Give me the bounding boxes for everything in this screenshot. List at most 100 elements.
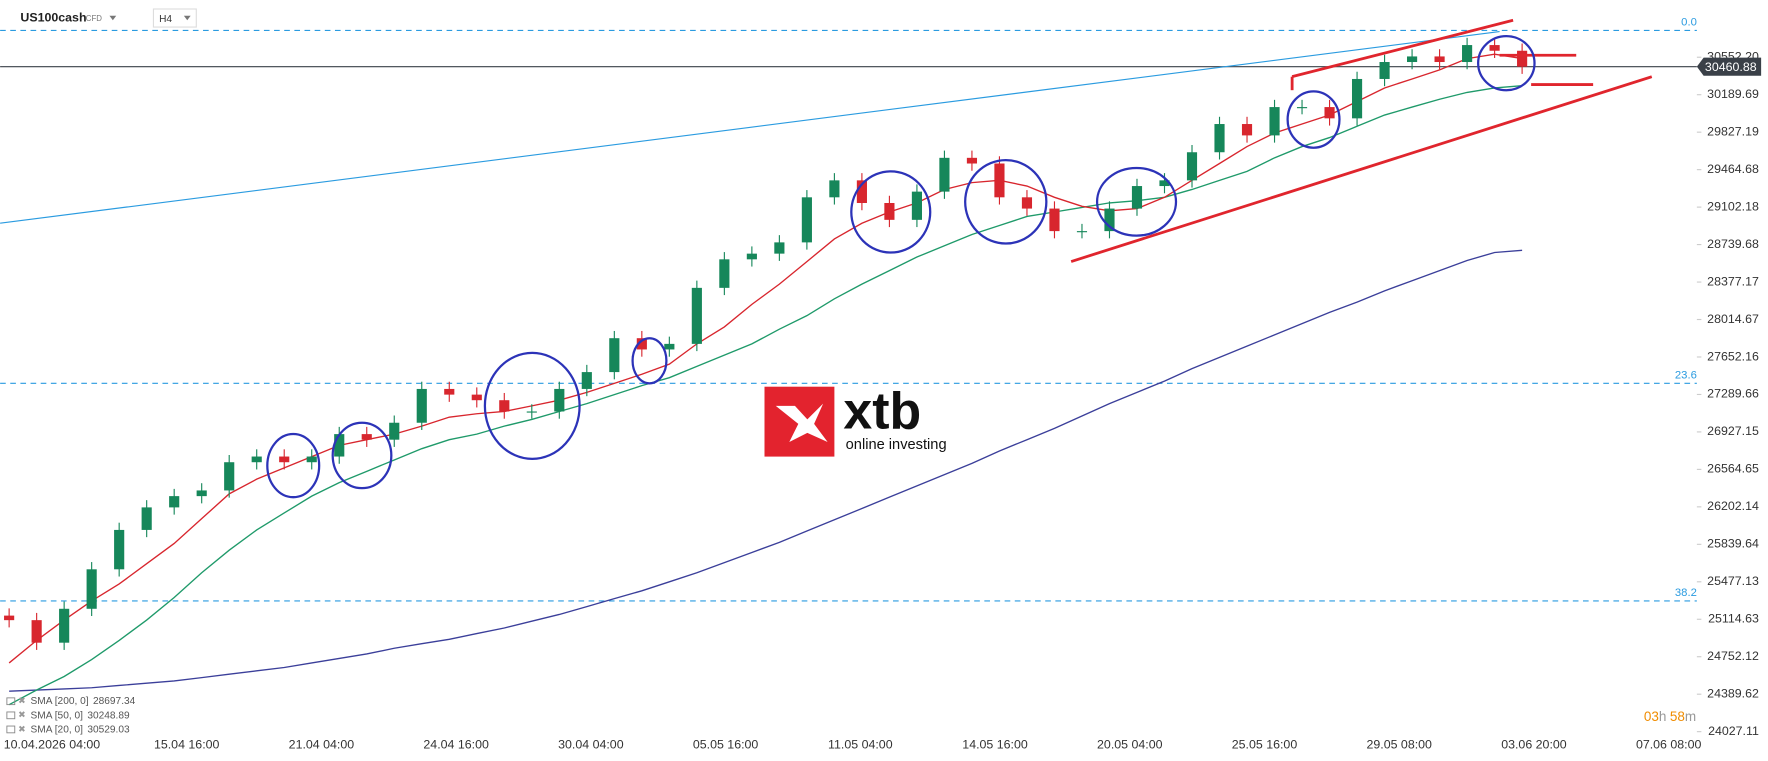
legend-value: 30529.03 xyxy=(87,724,130,735)
y-tick-label: 25839.64 xyxy=(1707,537,1759,551)
candle-body xyxy=(636,338,647,350)
candle-body xyxy=(1214,124,1225,153)
y-tick-label: 29102.18 xyxy=(1707,199,1759,213)
candle-body xyxy=(86,569,97,609)
candle-body xyxy=(1407,56,1418,63)
candle-body xyxy=(1241,124,1253,136)
candle-body xyxy=(499,400,510,412)
candle-body xyxy=(471,394,482,401)
candle-body xyxy=(691,287,702,344)
legend-name: SMA [50, 0] xyxy=(31,710,84,721)
dropdown-arrow[interactable] xyxy=(183,15,191,21)
candle-body xyxy=(4,615,15,621)
x-tick-label: 10.04.2026 04:00 xyxy=(4,737,101,751)
levels: 0.0 23.6 38.2 xyxy=(0,17,1697,602)
candle-body xyxy=(1269,107,1280,136)
dropdown-arrow[interactable] xyxy=(109,15,117,21)
x-tick-label: 11.05 04:00 xyxy=(828,737,893,751)
candle-body xyxy=(224,462,235,491)
candle-body xyxy=(526,411,537,413)
current-price-label: 30460.88 xyxy=(1705,60,1757,74)
header: US100cash CFD H4 xyxy=(20,8,197,28)
legend-close: ✖ xyxy=(18,724,26,734)
candle-body xyxy=(251,456,262,463)
x-tick-label: 15.04 16:00 xyxy=(154,737,220,751)
y-tick-label: 24027.11 xyxy=(1708,724,1759,738)
candle-body xyxy=(1186,152,1198,181)
highlight-circle xyxy=(850,170,932,254)
y-tick-label: 29827.19 xyxy=(1707,124,1759,138)
channel xyxy=(1070,18,1653,263)
candle-body xyxy=(581,372,592,389)
candle-body xyxy=(141,507,152,530)
legend-value: 30248.89 xyxy=(87,710,130,721)
timeframe-box[interactable] xyxy=(152,8,197,28)
x-tick-label: 25.05 16:00 xyxy=(1232,737,1298,751)
candle-body xyxy=(884,202,895,220)
x-tick-label: 20.05 04:00 xyxy=(1097,737,1163,751)
candle-body xyxy=(664,343,675,350)
candle-body xyxy=(1049,208,1060,232)
x-tick-label: 24.04 16:00 xyxy=(423,737,489,751)
highlight-circle xyxy=(1477,34,1536,92)
x-tick-label: 07.06 08:00 xyxy=(1636,737,1702,751)
candle-body xyxy=(196,490,207,497)
x-tick-label: 29.05 08:00 xyxy=(1366,737,1432,751)
candle-body xyxy=(554,388,565,412)
countdown-hours: 03 xyxy=(1644,709,1659,724)
legend: ✖ SMA [200, 0] 28697.34 ✖ SMA [50, 0] 30248.8… xyxy=(6,696,136,735)
legend-name: SMA [20, 0] xyxy=(31,724,84,735)
candles xyxy=(4,37,1528,650)
trend-line xyxy=(0,31,1500,224)
candle-body xyxy=(774,242,785,254)
candle-body xyxy=(719,259,730,288)
y-tick-label: 28014.67 xyxy=(1707,312,1759,326)
sma-line xyxy=(8,53,1523,664)
symbol[interactable]: US100cash xyxy=(20,10,86,24)
candle-body xyxy=(1131,186,1143,209)
candle-body xyxy=(1104,208,1115,232)
candle-body xyxy=(1296,107,1308,109)
highlight-circle xyxy=(1095,166,1178,237)
highlight-circle xyxy=(1286,90,1341,149)
timeframe[interactable]: H4 xyxy=(159,14,172,25)
y-tick-label: 29464.68 xyxy=(1707,162,1759,176)
y-tick-label: 24389.62 xyxy=(1707,686,1759,700)
highlight-circle xyxy=(964,158,1048,245)
y-tick-label: 26564.65 xyxy=(1707,462,1759,476)
legend-close: ✖ xyxy=(18,710,26,720)
candle-body xyxy=(856,180,867,203)
fib-label: 0.0 xyxy=(1681,17,1697,29)
fib-label: 23.6 xyxy=(1675,369,1697,381)
y-tick-label: 27652.16 xyxy=(1707,349,1759,363)
symbol-tag: CFD xyxy=(86,14,102,23)
candle-body xyxy=(994,163,1005,198)
candle-body xyxy=(361,434,372,440)
candle-body xyxy=(114,529,125,570)
x-tick-label: 21.04 04:00 xyxy=(289,737,355,751)
candle-body xyxy=(444,388,455,395)
x-tick-label: 03.06 20:00 xyxy=(1501,737,1567,751)
candle-body xyxy=(911,191,922,220)
candle-body xyxy=(1159,180,1170,187)
logo: xtb online investing xyxy=(764,382,947,457)
sma-lines xyxy=(8,53,1523,706)
candle-body xyxy=(1462,45,1473,63)
candle-body xyxy=(59,608,70,643)
countdown-minutes-unit: m xyxy=(1685,709,1696,724)
countdown-hours-unit: h xyxy=(1659,709,1667,724)
candle-body xyxy=(966,157,978,164)
legend-entry: SMA [50, 0] 30248.89 xyxy=(31,710,130,721)
highlight-circle xyxy=(483,351,581,460)
candle-body xyxy=(389,422,400,440)
sma-line xyxy=(8,85,1523,706)
sma-line xyxy=(9,249,1523,692)
channel-upper xyxy=(1291,18,1514,79)
fib-label: 38.2 xyxy=(1675,587,1697,599)
y-tick-label: 25477.13 xyxy=(1707,574,1759,588)
candle-body xyxy=(169,496,180,508)
highlight-circle xyxy=(331,421,393,490)
highlights xyxy=(266,34,1536,499)
logo-tagline: online investing xyxy=(846,437,947,453)
